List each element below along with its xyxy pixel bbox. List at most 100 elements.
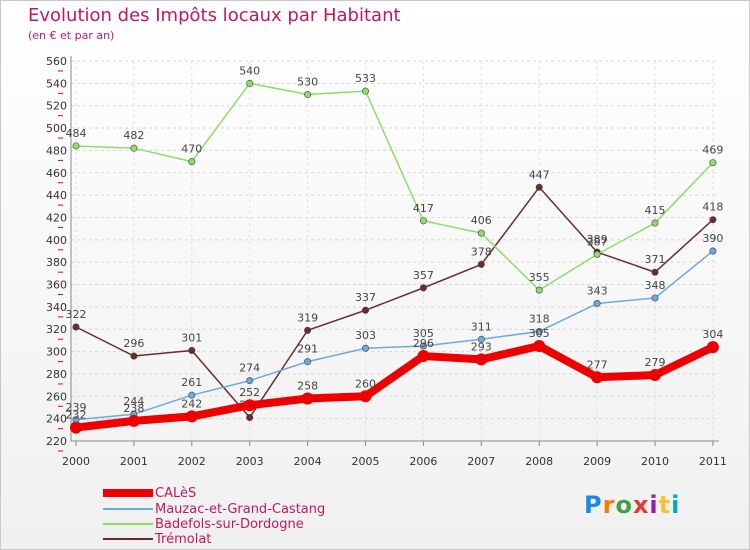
data-label: 305 (413, 327, 434, 340)
data-label: 387 (587, 235, 608, 248)
x-tick-label: 2005 (352, 455, 380, 468)
data-point (477, 260, 485, 268)
data-point (535, 327, 543, 335)
data-point (477, 229, 485, 237)
data-point (304, 91, 312, 99)
data-label: 469 (702, 144, 723, 157)
legend-label: Mauzac-et-Grand-Castang (155, 501, 326, 517)
y-tick-label: 400 (46, 234, 67, 247)
x-tick-label: 2004 (294, 455, 322, 468)
data-label: 337 (355, 291, 376, 304)
data-label: 304 (702, 328, 723, 341)
data-label: 343 (587, 285, 608, 298)
series-line (75, 186, 714, 419)
y-tick-label: 340 (46, 301, 67, 314)
data-label: 319 (297, 311, 318, 324)
data-label: 232 (66, 409, 87, 422)
data-point (419, 342, 427, 350)
data-point (535, 183, 543, 191)
data-point (419, 217, 427, 225)
data-point (188, 158, 196, 166)
y-tick-label: 500 (46, 122, 67, 135)
data-point (417, 350, 430, 363)
data-point (593, 250, 601, 258)
data-point (709, 216, 717, 224)
data-point (649, 369, 661, 382)
data-label: 470 (181, 143, 202, 156)
data-label: 242 (181, 397, 202, 410)
data-label: 301 (181, 331, 202, 344)
data-label: 291 (297, 343, 318, 356)
y-tick-label: 320 (46, 323, 67, 336)
y-tick-label: 440 (46, 189, 67, 202)
data-label: 261 (181, 376, 202, 389)
data-label: 318 (529, 312, 550, 325)
legend-item: Badefols-sur-Dordogne (103, 516, 304, 532)
data-label: 355 (529, 271, 550, 284)
data-point (246, 79, 254, 87)
data-label: 530 (297, 76, 318, 89)
data-label: 274 (239, 362, 260, 375)
data-point (419, 284, 427, 292)
y-tick-label: 420 (46, 211, 67, 224)
logo-letter: i (649, 491, 659, 519)
data-point (127, 414, 140, 427)
data-point (188, 346, 196, 354)
data-point (361, 344, 369, 352)
y-tick-label: 260 (46, 390, 67, 403)
data-label: 533 (355, 72, 376, 85)
data-label: 296 (413, 337, 434, 350)
logo-letter: x (632, 491, 650, 519)
data-point (593, 300, 601, 308)
y-tick-label: 480 (46, 144, 67, 157)
data-label: 296 (123, 337, 144, 350)
data-label: 244 (123, 395, 144, 408)
data-point (185, 410, 198, 423)
data-point (591, 371, 604, 384)
x-tick-label: 2000 (62, 455, 90, 468)
logo-letter: t (658, 491, 672, 519)
data-point (72, 142, 80, 150)
data-label: 418 (702, 201, 723, 214)
data-point (130, 352, 138, 360)
y-tick-label: 460 (46, 167, 67, 180)
y-tick-label: 540 (46, 77, 67, 90)
data-label: 415 (645, 204, 666, 217)
data-point (651, 219, 659, 227)
x-tick-label: 2007 (467, 455, 495, 468)
data-point (304, 358, 312, 366)
data-label: 371 (645, 253, 666, 266)
data-label: 406 (471, 214, 492, 227)
x-tick-label: 2008 (525, 455, 553, 468)
data-point (533, 340, 546, 352)
data-point (709, 159, 717, 167)
data-point (477, 335, 485, 343)
data-label: 239 (66, 401, 87, 414)
y-tick-label: 280 (46, 368, 67, 381)
data-label: 279 (645, 356, 666, 369)
chart-subtitle: (en € et par an) (28, 29, 115, 42)
data-label: 277 (587, 358, 608, 371)
data-label: 390 (702, 232, 723, 245)
logo-letter: o (615, 491, 633, 519)
data-point (304, 326, 312, 334)
data-label: 303 (355, 329, 376, 342)
chart-title: Evolution des Impôts locaux par Habitant (28, 5, 401, 26)
logo-letter: i (671, 491, 681, 519)
data-label: 252 (239, 386, 260, 399)
x-tick-label: 2006 (409, 455, 437, 468)
logo-letter: r (602, 491, 616, 519)
legend-swatch (103, 489, 153, 497)
data-point (651, 294, 659, 302)
y-tick-label: 360 (46, 279, 67, 292)
y-tick-label: 380 (46, 256, 67, 269)
data-label: 417 (413, 202, 434, 215)
data-point (709, 247, 717, 255)
data-label: 238 (123, 402, 144, 415)
x-tick-label: 2011 (699, 455, 727, 468)
x-tick-label: 2009 (583, 455, 611, 468)
data-point (651, 268, 659, 276)
legend-swatch (103, 538, 153, 540)
